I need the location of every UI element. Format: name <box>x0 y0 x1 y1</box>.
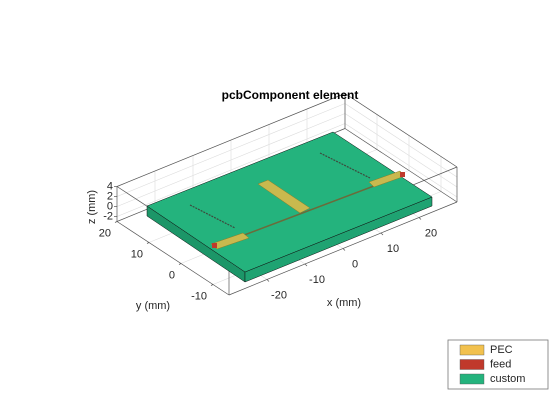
tick-mark <box>210 284 214 286</box>
z-tick-label: 0 <box>107 200 113 212</box>
axes-box-edge <box>344 93 458 168</box>
z-axis-label: z (mm) <box>86 190 98 224</box>
grid-line <box>116 123 346 217</box>
grid-line <box>344 123 458 198</box>
grid-line <box>116 113 346 207</box>
z-tick-label: -2 <box>103 210 113 222</box>
legend-swatch <box>459 359 485 370</box>
legend: PEC feed custom <box>447 339 549 390</box>
axes-box-edge <box>116 221 230 296</box>
y-tick-label: 0 <box>169 269 175 281</box>
y-tick-label: 10 <box>131 248 143 260</box>
trace <box>214 174 404 247</box>
axes-box-edge <box>116 93 346 187</box>
legend-swatch <box>459 373 485 385</box>
grid-line <box>116 103 346 197</box>
z-tick-label: 2 <box>107 190 113 202</box>
z-tick-label: 4 <box>107 180 113 192</box>
axes-box-edge <box>344 128 458 203</box>
pec-pad <box>257 179 311 214</box>
feed-port <box>400 172 405 177</box>
feed-port <box>212 243 217 248</box>
x-tick-label: -20 <box>271 289 287 301</box>
legend-label: custom <box>490 373 525 385</box>
x-tick-label: 0 <box>352 258 358 270</box>
y-axis-label: y (mm) <box>136 300 170 312</box>
grid-line <box>344 103 458 178</box>
legend-swatch <box>459 344 485 356</box>
x-tick-label: -10 <box>309 274 325 286</box>
tick-mark <box>380 232 384 236</box>
x-axis-label: x (mm) <box>327 297 361 309</box>
y-tick-label: 20 <box>99 227 111 239</box>
x-tick-label: 20 <box>425 227 437 239</box>
tick-mark <box>146 242 150 244</box>
legend-label: PEC <box>490 344 513 356</box>
stub <box>319 152 371 179</box>
tick-mark <box>418 217 422 220</box>
tick-mark <box>178 263 182 265</box>
y-tick-label: -10 <box>191 290 207 302</box>
tick-mark <box>304 263 308 267</box>
legend-label: feed <box>490 358 511 370</box>
tick-mark <box>342 248 346 251</box>
x-tick-label: 10 <box>387 243 399 255</box>
stub <box>189 204 236 229</box>
tick-mark <box>114 221 118 223</box>
tick-mark <box>266 279 270 282</box>
chart-title: pcbComponent element <box>222 88 359 102</box>
board <box>146 131 433 283</box>
